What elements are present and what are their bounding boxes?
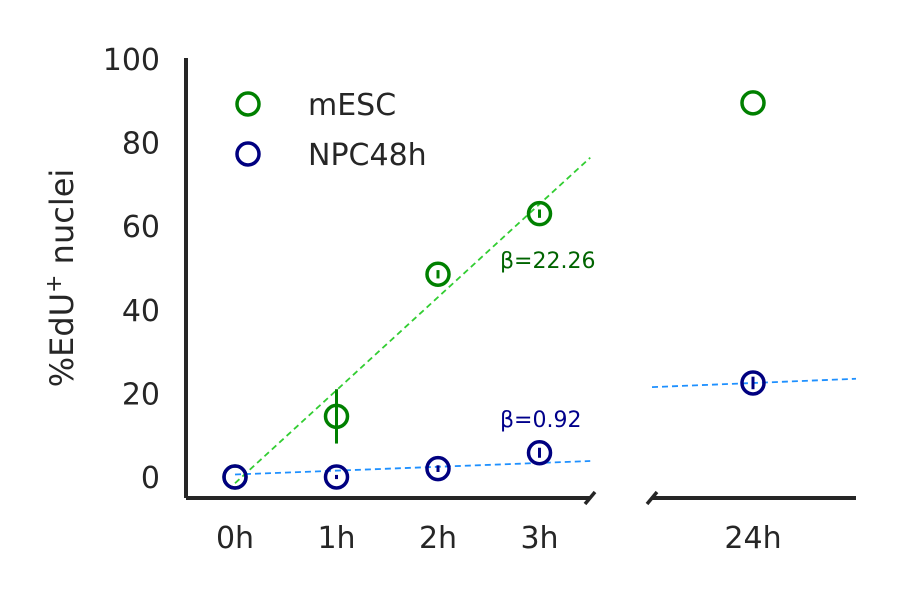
- x-tick-label: 2h: [419, 521, 457, 556]
- y-tick-label: 100: [103, 43, 160, 78]
- y-tick-label: 60: [122, 210, 160, 245]
- axis-break-mark-left: [583, 490, 597, 506]
- slope-annotation: β=22.26: [500, 249, 595, 274]
- legend-marker: [235, 141, 261, 167]
- fit-line-mesc: [234, 156, 591, 484]
- y-tick-label: 80: [122, 127, 160, 162]
- slope-annotation: β=0.92: [500, 408, 581, 433]
- y-axis-title: %EdU+ nuclei: [42, 169, 81, 388]
- data-point-npc48h: [323, 464, 350, 490]
- x-tick-label: 24h: [724, 521, 781, 556]
- data-point-mesc: [425, 261, 451, 288]
- x-tick-label: 3h: [520, 521, 558, 556]
- y-tick-label: 40: [122, 294, 160, 329]
- y-axis-title-superscript: +: [42, 275, 67, 293]
- data-point-mesc: [323, 403, 350, 430]
- y-tick-label: 20: [122, 377, 160, 412]
- y-axis-title-main: %EdU: [43, 293, 81, 387]
- legend-label: NPC48h: [308, 138, 427, 173]
- legend-label: mESC: [308, 88, 396, 123]
- data-point-mesc: [526, 200, 553, 227]
- y-tick-label: 0: [141, 461, 160, 496]
- x-tick-label: 0h: [216, 521, 254, 556]
- data-point-npc48h: [222, 464, 248, 490]
- legend-marker: [235, 91, 261, 117]
- y-axis-title-suffix: nuclei: [43, 169, 81, 275]
- data-point-npc48h: [526, 440, 553, 466]
- axis-break-mark-right: [645, 490, 659, 506]
- x-tick-label: 1h: [317, 521, 355, 556]
- data-point-npc48h: [425, 455, 451, 482]
- data-point-npc48h: [740, 370, 766, 396]
- data-point-mesc: [740, 90, 766, 116]
